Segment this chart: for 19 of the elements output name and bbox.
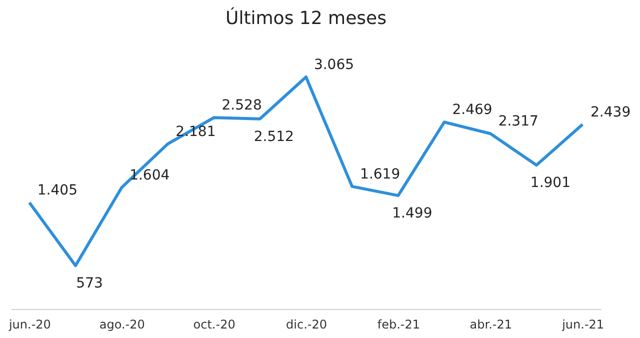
data-label: 3.065: [314, 57, 354, 73]
x-tick-label: jun.-21: [561, 318, 604, 332]
x-tick-label: abr.-21: [470, 318, 512, 332]
chart-title: Últimos 12 meses: [226, 7, 386, 29]
x-tick-label: ago.-20: [99, 318, 145, 332]
x-tick-label: feb.-21: [377, 318, 420, 332]
data-label: 2.439: [590, 104, 631, 120]
data-label: 2.512: [254, 128, 294, 145]
data-label: 1.499: [392, 206, 432, 222]
x-tick-label: jun.-20: [8, 318, 51, 332]
data-label: 1.619: [360, 166, 400, 182]
data-label: 1.901: [530, 175, 571, 192]
data-label: 2.528: [222, 98, 262, 114]
x-tick-label: oct.-20: [193, 318, 236, 332]
data-label: 573: [76, 276, 103, 292]
data-label: 1.405: [37, 182, 78, 199]
data-label: 2.317: [498, 114, 538, 130]
data-label: 2.469: [452, 102, 492, 118]
x-tick-label: dic.-20: [286, 318, 327, 332]
